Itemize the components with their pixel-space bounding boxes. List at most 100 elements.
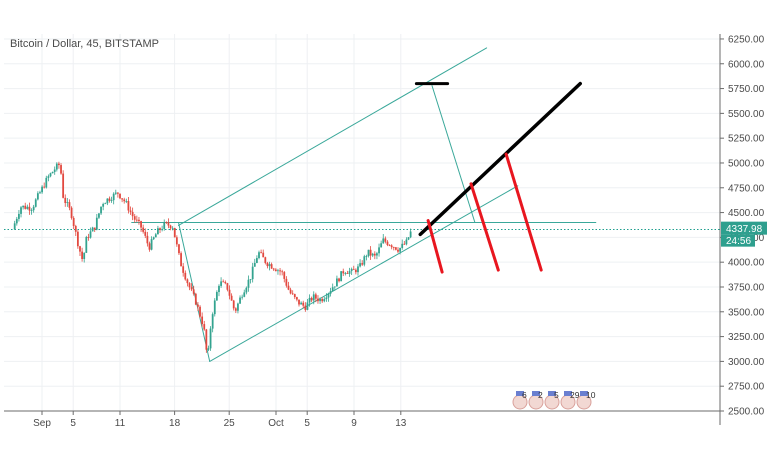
candle xyxy=(373,251,376,260)
event-marker[interactable]: 10 xyxy=(576,390,596,410)
candle-body xyxy=(197,304,199,307)
candle xyxy=(192,285,195,296)
candle xyxy=(247,275,250,292)
candle-body xyxy=(218,285,220,293)
black-projection-line[interactable] xyxy=(418,81,582,237)
candle-body xyxy=(24,205,27,209)
event-marker[interactable]: 29 xyxy=(560,390,580,410)
candle-body xyxy=(207,348,210,350)
candle xyxy=(190,283,193,292)
candle xyxy=(392,246,395,251)
target-connector-line[interactable] xyxy=(431,85,476,223)
candle xyxy=(357,263,359,276)
candle-body xyxy=(175,237,178,245)
event-count: 2 xyxy=(538,390,543,400)
candle xyxy=(184,270,187,281)
price-label: 4337.98 xyxy=(726,224,763,235)
candle-body xyxy=(369,249,372,256)
candle-body xyxy=(123,199,126,202)
candle-body xyxy=(293,294,296,298)
y-tick-label: 6250.00 xyxy=(728,34,765,45)
candle xyxy=(382,234,385,244)
candle-body xyxy=(20,207,22,214)
candle-body xyxy=(359,263,361,267)
candle-body xyxy=(312,294,315,301)
event-marker[interactable]: 6 xyxy=(512,390,528,410)
candle-body xyxy=(39,192,41,194)
red-projection-line[interactable] xyxy=(469,182,500,272)
red-projection-line[interactable] xyxy=(504,152,543,272)
candle-body xyxy=(106,198,109,204)
candle-body xyxy=(243,292,246,297)
channel-lower-line[interactable] xyxy=(209,185,519,362)
candle xyxy=(169,224,172,231)
event-flag-icon xyxy=(564,391,572,396)
candle xyxy=(93,227,96,233)
candle-body xyxy=(285,278,288,286)
candle-body xyxy=(277,270,279,272)
candle-body xyxy=(392,247,395,248)
candle-body xyxy=(22,205,25,208)
event-count: 5 xyxy=(554,390,559,400)
event-marker[interactable]: 5 xyxy=(544,390,560,410)
candle xyxy=(20,206,22,218)
candle xyxy=(274,268,277,272)
candle xyxy=(64,194,67,207)
events-row[interactable]: 6 2 5 29 10 xyxy=(512,390,596,410)
candle xyxy=(222,279,225,283)
candle xyxy=(325,293,328,302)
candle xyxy=(53,166,56,175)
candle xyxy=(133,213,136,223)
candle-body xyxy=(87,237,90,238)
candle-body xyxy=(144,231,147,236)
candle xyxy=(338,277,340,283)
candle-body xyxy=(169,225,172,229)
y-tick-label: 6000.00 xyxy=(728,59,765,70)
candle-body xyxy=(110,200,113,201)
candle xyxy=(15,216,18,226)
candle-body xyxy=(192,289,195,294)
candle-body xyxy=(397,249,399,252)
candle xyxy=(323,296,326,303)
candle-body xyxy=(338,278,340,282)
candle xyxy=(72,216,75,230)
candle xyxy=(154,232,157,238)
candle xyxy=(74,224,77,237)
candle xyxy=(95,213,98,231)
candle xyxy=(386,240,389,247)
candle-body xyxy=(133,216,136,220)
candle xyxy=(36,191,39,201)
candle-body xyxy=(205,329,208,350)
candle-body xyxy=(386,241,389,246)
candle xyxy=(39,190,41,194)
candle xyxy=(60,163,62,175)
candle-body xyxy=(270,264,273,269)
candle xyxy=(287,281,290,291)
candle-body xyxy=(76,231,79,247)
candle xyxy=(279,268,281,276)
channel-upper-line[interactable] xyxy=(178,47,488,226)
event-flag-icon xyxy=(516,391,524,396)
projection-layer[interactable] xyxy=(414,81,582,274)
candle xyxy=(98,213,100,219)
drawing-tools-layer[interactable] xyxy=(4,47,720,362)
candle-body xyxy=(45,177,48,188)
candle xyxy=(180,251,182,267)
candle-body xyxy=(272,268,275,270)
candle xyxy=(310,296,313,303)
candle-body xyxy=(222,281,225,283)
red-projection-line[interactable] xyxy=(426,219,444,274)
event-count: 10 xyxy=(586,390,596,400)
candle-body xyxy=(327,293,330,298)
candle xyxy=(397,247,399,254)
candle-body xyxy=(49,173,52,177)
event-marker[interactable]: 2 xyxy=(528,390,544,410)
candle-body xyxy=(184,272,187,280)
candle xyxy=(394,246,397,251)
candle-body xyxy=(258,252,260,259)
candle xyxy=(378,243,380,257)
candle-body xyxy=(47,176,50,178)
